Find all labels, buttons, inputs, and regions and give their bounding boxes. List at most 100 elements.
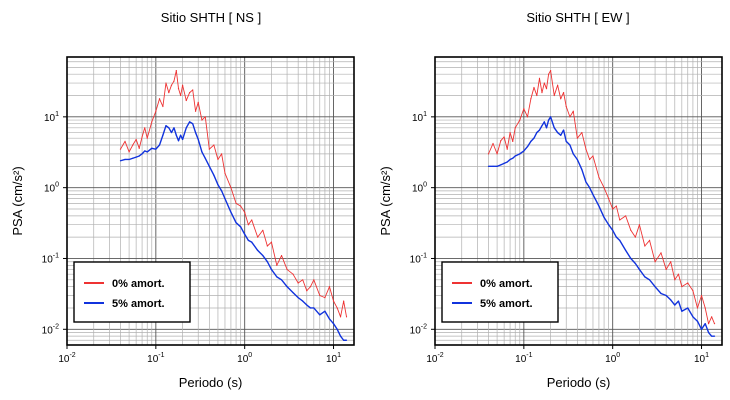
data-point <box>612 229 614 231</box>
data-point <box>240 226 242 228</box>
data-point <box>262 254 264 257</box>
series-line <box>120 121 347 341</box>
data-point <box>619 239 621 241</box>
data-point <box>276 276 278 278</box>
data-point <box>589 158 591 161</box>
data-point <box>487 153 490 155</box>
data-point <box>592 193 594 196</box>
data-point <box>286 268 288 271</box>
legend-label: 5% amort. <box>112 298 165 310</box>
data-point <box>292 291 294 294</box>
data-point <box>530 98 532 100</box>
data-point <box>168 127 170 129</box>
data-point <box>151 121 153 123</box>
data-point <box>266 261 268 263</box>
data-point <box>711 335 713 337</box>
data-point <box>297 282 299 284</box>
data-point <box>557 131 559 134</box>
data-point <box>530 140 532 143</box>
data-point <box>576 158 578 161</box>
data-point <box>339 335 342 337</box>
chart-0-legend: 0% amort. 5% amort. <box>73 261 191 323</box>
legend-label: 0% amort. <box>480 278 533 290</box>
legend-box <box>73 261 191 323</box>
data-point <box>336 307 338 309</box>
data-point <box>240 205 242 207</box>
data-point <box>519 153 521 155</box>
chart-1-y-axis-label: PSA (cm/s²) <box>378 166 393 235</box>
data-point <box>302 279 304 281</box>
data-point <box>711 316 713 318</box>
legend-label: 5% amort. <box>480 298 533 310</box>
data-point <box>638 224 641 226</box>
data-point <box>138 147 140 149</box>
y-tick-label: 10-1 <box>410 252 427 265</box>
data-point <box>608 224 610 226</box>
data-point <box>665 268 667 271</box>
data-point <box>217 184 219 186</box>
data-point <box>197 138 199 141</box>
data-point <box>208 165 210 167</box>
data-point <box>548 119 550 121</box>
data-point <box>235 222 237 224</box>
data-point <box>598 205 600 207</box>
data-point <box>565 140 567 143</box>
data-point <box>343 300 345 302</box>
data-point <box>235 202 237 204</box>
x-tick-label: 10-1 <box>147 352 164 365</box>
data-point <box>543 121 545 123</box>
chart-panel-ew: 10-2 10-1 100 101 10-2 10-1 100 101 Sitio SHTH [… <box>378 10 723 390</box>
data-point <box>217 158 219 161</box>
data-point <box>177 88 180 90</box>
data-point <box>181 138 184 141</box>
data-point <box>324 297 326 299</box>
chart-1-x-axis-label: Periodo (s) <box>547 375 611 390</box>
data-point <box>674 304 676 306</box>
data-point <box>158 144 161 146</box>
data-point <box>309 286 312 288</box>
data-point <box>345 316 348 318</box>
data-point <box>313 279 315 281</box>
data-point <box>585 148 587 150</box>
chart-0-plot-frame <box>66 56 355 346</box>
data-point <box>208 148 210 150</box>
data-point <box>500 164 502 166</box>
data-point <box>660 252 662 254</box>
data-point <box>141 136 143 138</box>
x-tick-label: 10-1 <box>515 352 532 365</box>
data-point <box>168 91 170 94</box>
data-point <box>670 261 672 263</box>
data-point <box>280 279 283 281</box>
data-point <box>687 282 689 284</box>
data-point <box>146 151 148 153</box>
y-tick-label: 10-1 <box>42 252 59 265</box>
data-point <box>251 241 253 243</box>
chart-1-title: Sitio SHTH [ EW ] <box>526 10 629 25</box>
data-point <box>536 131 538 134</box>
data-point <box>144 127 146 129</box>
data-point <box>572 153 574 155</box>
data-point <box>545 127 548 129</box>
data-point <box>487 165 490 167</box>
data-point <box>132 157 134 159</box>
data-point <box>270 268 273 271</box>
data-point <box>297 297 299 299</box>
data-point <box>177 140 180 142</box>
data-point <box>247 224 249 226</box>
data-point <box>512 140 514 143</box>
data-point <box>343 339 345 341</box>
data-point <box>660 292 662 295</box>
data-point <box>328 286 331 288</box>
data-point <box>141 153 143 155</box>
data-point <box>201 119 203 121</box>
y-tick-label: 10-2 <box>410 323 427 336</box>
data-point <box>135 156 137 158</box>
series-line <box>488 70 715 325</box>
chart-0-y-axis-label: PSA (cm/s²) <box>10 166 25 235</box>
data-point <box>181 84 184 86</box>
data-point <box>506 148 508 150</box>
data-point <box>180 94 182 97</box>
data-point <box>665 294 667 297</box>
data-point <box>492 165 494 167</box>
data-point <box>158 98 161 100</box>
